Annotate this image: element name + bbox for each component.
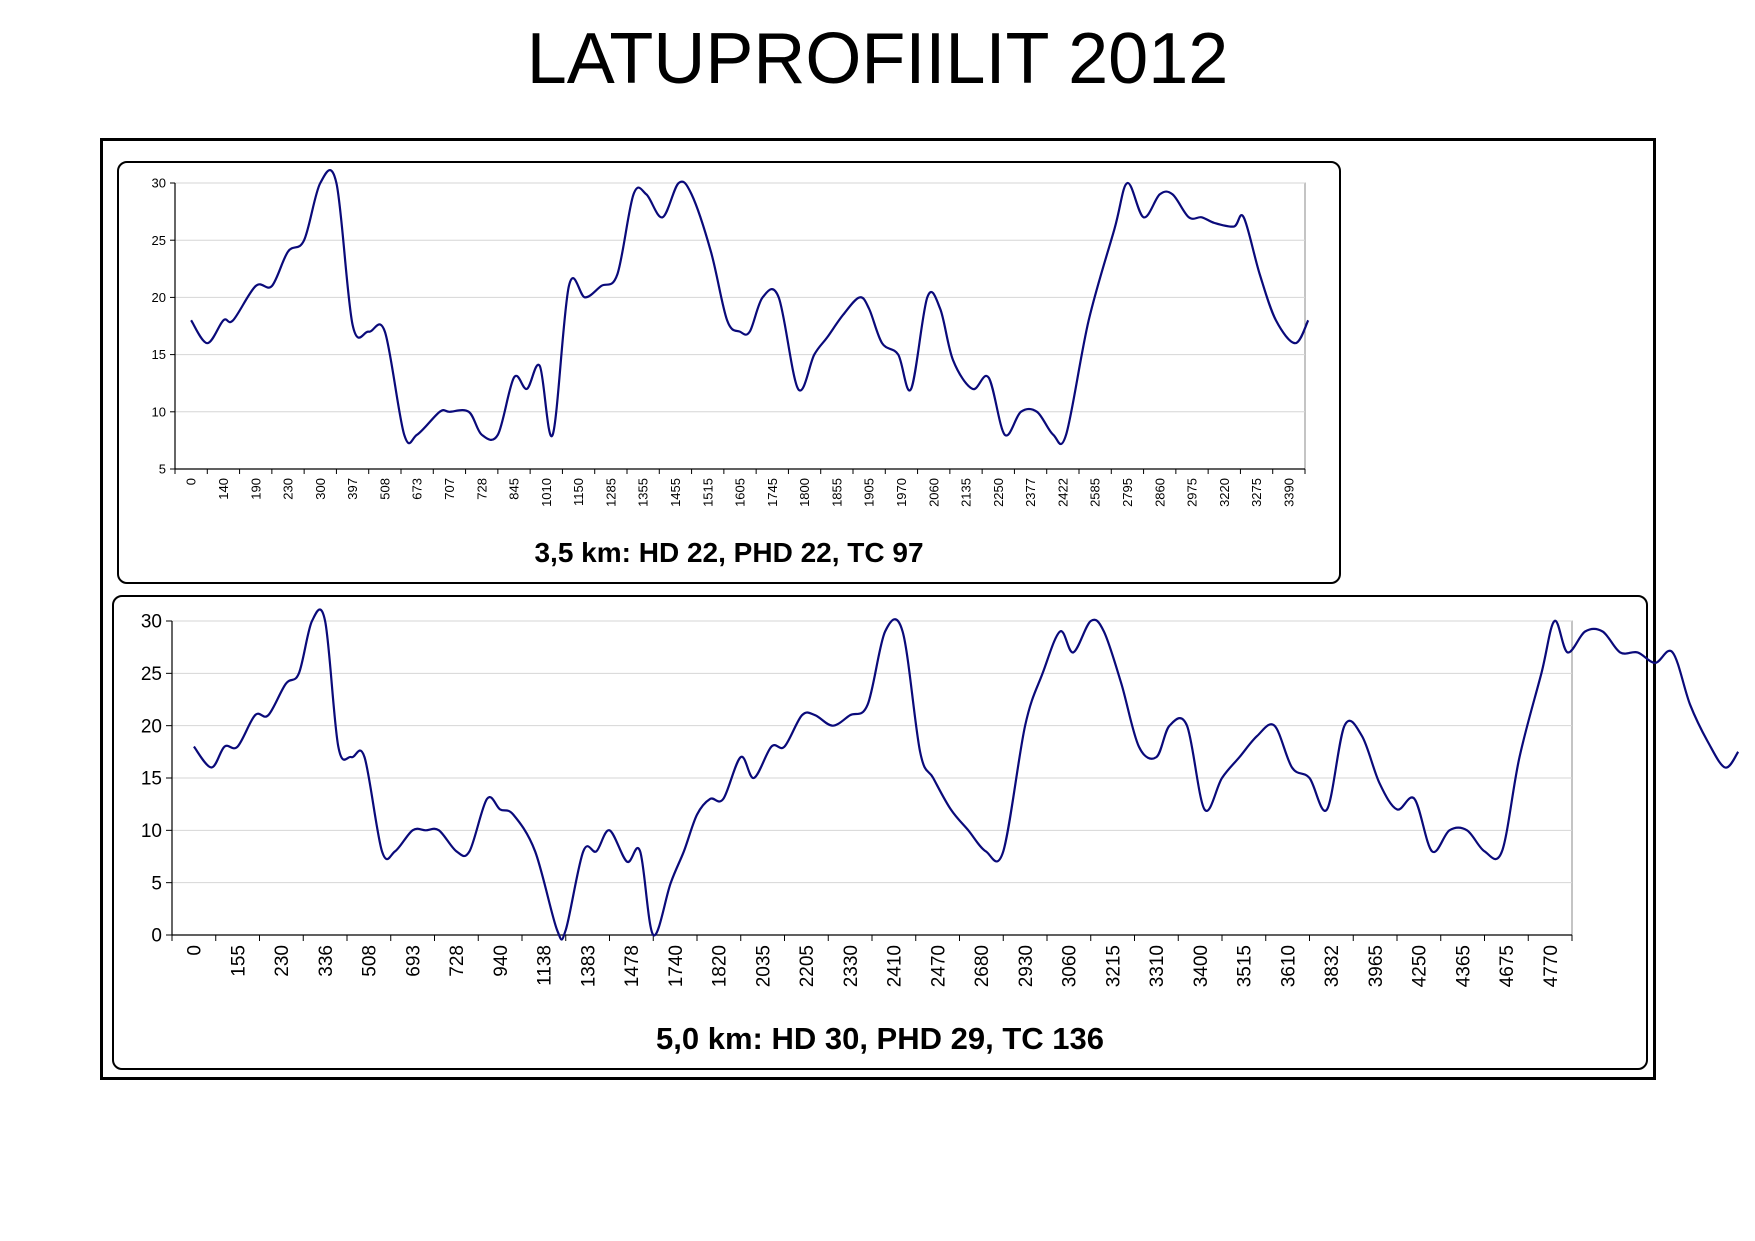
elevation-series-line	[190, 169, 1310, 446]
x-tick-label: 3610	[1278, 945, 1299, 987]
x-tick-label: 2250	[991, 478, 1006, 507]
x-tick-label: 1010	[539, 478, 554, 507]
y-tick-label: 20	[152, 290, 166, 305]
x-tick-label: 1905	[862, 478, 877, 507]
x-tick-label: 1383	[578, 945, 599, 987]
chart-caption-3-5km: 3,5 km: HD 22, PHD 22, TC 97	[534, 537, 924, 568]
x-tick-label: 4250	[1410, 945, 1431, 987]
x-tick-label: 2060	[926, 478, 941, 507]
charts-frame	[100, 138, 1656, 1080]
x-tick-label: 3515	[1235, 945, 1256, 987]
x-tick-label: 2135	[959, 478, 974, 507]
x-tick-label: 2680	[972, 945, 993, 987]
x-tick-label: 140	[216, 478, 231, 500]
x-tick-label: 3400	[1191, 945, 1212, 987]
x-tick-label: 2377	[1023, 478, 1038, 507]
x-tick-label: 1605	[733, 478, 748, 507]
x-tick-label: 3220	[1217, 478, 1232, 507]
x-tick-label: 3215	[1103, 945, 1124, 987]
y-tick-label: 30	[152, 176, 166, 191]
x-tick-label: 1355	[636, 478, 651, 507]
y-tick-label: 20	[141, 716, 162, 737]
x-tick-label: 2585	[1088, 478, 1103, 507]
x-tick-label: 2860	[1152, 478, 1167, 507]
x-tick-label: 0	[184, 478, 199, 485]
x-tick-label: 508	[360, 945, 381, 977]
x-tick-label: 0	[185, 945, 206, 956]
chart-panel-3-5km: 5 10 15 20 25 30 0 140 190 230 300 397 508 673 707 728 8…	[117, 161, 1341, 584]
chart-panel-5-0km: 0 5 10 15 20 25 30 0 155 230 336 508 693 728 940 1138 13…	[112, 595, 1740, 1070]
y-tick-label: 25	[141, 664, 162, 685]
y-tick-label: 5	[159, 462, 166, 477]
x-tick-label: 2410	[885, 945, 906, 987]
x-tick-label: 728	[447, 945, 468, 977]
x-tick-label: 397	[345, 478, 360, 500]
x-tick-label: 3832	[1322, 945, 1343, 987]
page-title: LATUPROFIILIT 2012	[526, 19, 1229, 99]
x-tick-label: 940	[491, 945, 512, 977]
plot-area	[174, 182, 1306, 470]
x-tick-label: 190	[248, 478, 263, 500]
x-tick-label: 707	[442, 478, 457, 500]
x-tick-label: 1820	[710, 945, 731, 987]
x-tick-label: 4365	[1453, 945, 1474, 987]
x-tick-label: 1515	[700, 478, 715, 507]
x-tick-label: 1455	[668, 478, 683, 507]
x-tick-label: 508	[377, 478, 392, 500]
x-tick-label: 673	[410, 478, 425, 500]
y-tick-label: 10	[152, 404, 166, 419]
elevation-series-line	[193, 608, 1740, 941]
y-tick-label: 15	[141, 769, 162, 790]
x-tick-label: 1478	[622, 945, 643, 987]
y-tick-label: 5	[151, 873, 162, 894]
x-tick-label: 2470	[928, 945, 949, 987]
elevation-chart-5-0km: 0 5 10 15 20 25 30 0 155 230 336 508 693 728 940 1138 13…	[141, 608, 1740, 987]
x-tick-label: 4770	[1541, 945, 1562, 987]
x-tick-label: 1970	[894, 478, 909, 507]
y-tick-label: 10	[141, 821, 162, 842]
x-tick-label: 3390	[1281, 478, 1296, 507]
x-tick-label: 693	[403, 945, 424, 977]
x-tick-label: 1740	[666, 945, 687, 987]
y-tick-label: 0	[151, 926, 162, 947]
x-tick-label: 155	[228, 945, 249, 977]
y-tick-label: 30	[141, 612, 162, 633]
x-tick-label: 2330	[841, 945, 862, 987]
x-tick-label: 2930	[1016, 945, 1037, 987]
y-tick-label: 25	[152, 233, 166, 248]
x-tick-label: 1285	[603, 478, 618, 507]
x-tick-label: 3310	[1147, 945, 1168, 987]
x-tick-label: 3275	[1249, 478, 1264, 507]
x-tick-label: 1150	[571, 478, 586, 506]
x-tick-label: 2422	[1055, 478, 1070, 507]
x-tick-label: 1138	[535, 945, 556, 986]
x-tick-label: 300	[313, 478, 328, 500]
x-tick-label: 230	[272, 945, 293, 977]
x-tick-label: 2205	[797, 945, 818, 987]
x-tick-label: 2975	[1185, 478, 1200, 507]
x-tick-label: 3060	[1060, 945, 1081, 987]
y-tick-label: 15	[152, 347, 166, 362]
x-tick-label: 2035	[753, 945, 774, 987]
chart-caption-5-0km: 5,0 km: HD 30, PHD 29, TC 136	[656, 1021, 1104, 1056]
x-tick-label: 2795	[1120, 478, 1135, 507]
x-tick-label: 728	[474, 478, 489, 500]
x-tick-label: 4675	[1497, 945, 1518, 987]
x-tick-label: 336	[316, 945, 337, 977]
x-tick-label: 1800	[797, 478, 812, 507]
x-tick-label: 845	[507, 478, 522, 500]
x-tick-label: 1745	[765, 478, 780, 507]
x-tick-label: 230	[281, 478, 296, 500]
x-tick-label: 1855	[829, 478, 844, 507]
x-tick-label: 3965	[1366, 945, 1387, 987]
